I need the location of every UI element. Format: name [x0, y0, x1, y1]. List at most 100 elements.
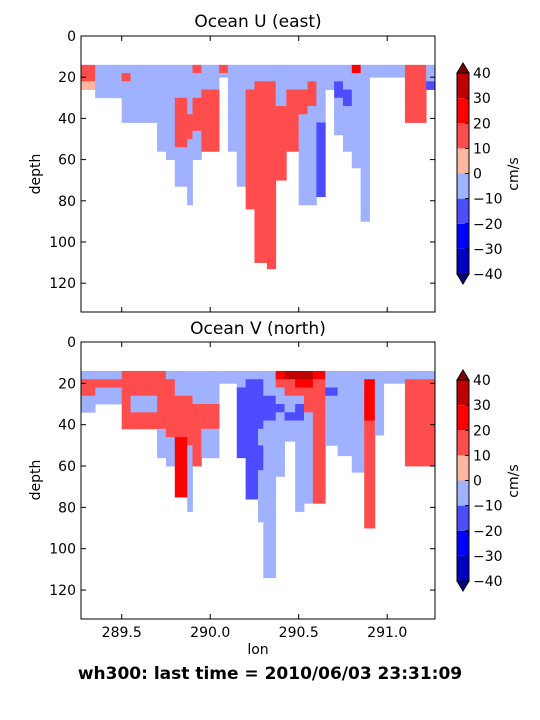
- ocean-v-colorbar-tick-label: 10: [473, 448, 491, 464]
- ocean-v-cell: [165, 379, 176, 388]
- ocean-u-cell: [266, 213, 277, 270]
- ocean-v-cell: [165, 428, 176, 438]
- ocean-u-cell: [95, 89, 123, 99]
- ocean-v-cell: [157, 420, 167, 430]
- ocean-u-cell: [275, 81, 287, 90]
- ocean-u-cell: [254, 130, 268, 140]
- ocean-u-cell: [157, 114, 167, 123]
- ocean-v-colorbar-tick-label: −20: [473, 524, 503, 540]
- ocean-v-cell: [325, 404, 339, 413]
- ocean-u-colorbar-tick-label: 30: [473, 91, 491, 107]
- ocean-v-cell: [263, 412, 277, 421]
- ocean-v-cell: [364, 428, 376, 438]
- ocean-u-cell: [165, 122, 176, 132]
- ocean-v-cell: [236, 387, 247, 397]
- ocean-v-cell: [364, 404, 376, 413]
- ocean-u-cell: [157, 106, 167, 115]
- ocean-u-cell: [174, 81, 188, 90]
- ocean-v-cell: [121, 370, 131, 380]
- ocean-u-cell: [342, 73, 353, 82]
- ocean-u-cell: [266, 122, 277, 132]
- ocean-u-cell: [201, 97, 220, 107]
- ocean-u-colorbar-label: cm/s: [506, 157, 522, 190]
- ocean-u-cell: [342, 64, 353, 74]
- ocean-u-cell: [307, 81, 317, 90]
- ocean-v-cell: [121, 387, 131, 397]
- ocean-u-cell: [266, 114, 277, 123]
- ocean-u-cell: [298, 106, 308, 115]
- ocean-v-cell: [304, 445, 314, 455]
- ocean-v-cell: [157, 404, 167, 413]
- ocean-u-cell: [227, 73, 238, 82]
- ocean-v-cell: [245, 404, 259, 413]
- ocean-v-cell: [95, 370, 123, 380]
- ocean-v-ytick-label: 60: [58, 459, 76, 475]
- ocean-u-cell: [404, 73, 427, 82]
- ocean-u-cell: [236, 122, 247, 132]
- ocean-v-cell: [174, 395, 188, 405]
- ocean-u-cell: [192, 106, 202, 115]
- ocean-u-colorbar-tick-label: 10: [473, 141, 491, 157]
- ocean-u-cell: [174, 138, 188, 148]
- ocean-v-cell: [337, 379, 353, 388]
- ocean-v-cell: [157, 395, 167, 405]
- ocean-u-cell: [342, 97, 353, 107]
- ocean-v-cell: [174, 445, 188, 455]
- ocean-v-cell: [263, 494, 277, 504]
- ocean-u-cell: [266, 188, 277, 198]
- ocean-v-cell: [157, 412, 167, 421]
- ocean-v-cell: [351, 428, 365, 438]
- ocean-u-cell: [236, 81, 247, 90]
- ocean-v-cell: [337, 404, 353, 413]
- ocean-u-cell: [298, 89, 308, 99]
- ocean-v-colorbar-segment: [457, 430, 469, 456]
- ocean-v-cell: [245, 437, 259, 446]
- ocean-u-cell: [307, 138, 317, 148]
- ocean-v-title: Ocean V (north): [190, 319, 326, 339]
- ocean-u-cell: [325, 73, 335, 82]
- ocean-u-cell: [227, 106, 238, 115]
- ocean-v-cell: [263, 395, 277, 405]
- ocean-u-cell: [219, 64, 229, 74]
- ocean-u-cell: [404, 81, 427, 90]
- ocean-u-cell: [187, 147, 193, 156]
- ocean-u-cell: [81, 73, 96, 82]
- ocean-u-cell: [266, 106, 277, 115]
- ocean-u-cell: [360, 147, 370, 156]
- ocean-v-cell: [174, 428, 188, 438]
- ocean-u-cell: [236, 73, 247, 82]
- ocean-u-cell: [426, 81, 436, 90]
- ocean-u-cell: [130, 89, 158, 99]
- ocean-u-cell: [360, 130, 370, 140]
- ocean-v-cell: [304, 437, 314, 446]
- ocean-u-cell: [316, 106, 326, 115]
- ocean-v-cell: [325, 379, 339, 388]
- ocean-v-cell: [312, 404, 326, 413]
- ocean-v-cell: [187, 379, 193, 388]
- ocean-v-cell: [258, 420, 264, 430]
- ocean-v-cell: [192, 420, 202, 430]
- ocean-v-cell: [364, 387, 376, 397]
- ocean-u-cell: [298, 147, 308, 156]
- ocean-v-cell: [284, 379, 296, 388]
- ocean-v-cell: [263, 420, 277, 430]
- ocean-u-cell: [245, 122, 255, 132]
- ocean-v-ytick-label: 100: [49, 542, 76, 558]
- ocean-v-cell: [374, 420, 385, 436]
- ocean-u-cell: [174, 89, 188, 99]
- ocean-v-cell: [258, 395, 264, 405]
- ocean-v-cell: [219, 379, 238, 384]
- ocean-u-cell: [192, 122, 202, 132]
- ocean-u-cell: [187, 106, 193, 115]
- ocean-v-cell: [95, 395, 123, 405]
- ocean-v-cell: [404, 395, 436, 405]
- ocean-v-cell: [245, 420, 259, 430]
- ocean-u-colorbar-segment: [457, 123, 469, 149]
- ocean-u-cell: [245, 155, 255, 210]
- ocean-v-xlabel: lon: [247, 642, 268, 658]
- ocean-u-cell: [254, 163, 268, 173]
- ocean-v-cell: [325, 420, 339, 430]
- ocean-u-cell: [227, 114, 238, 123]
- ocean-v-cell: [263, 478, 277, 488]
- ocean-v-cell: [245, 387, 259, 397]
